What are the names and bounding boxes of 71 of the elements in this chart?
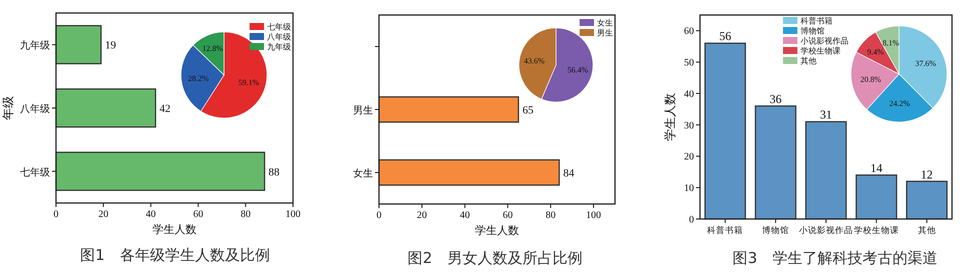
bar <box>55 25 102 64</box>
x-tick-label: 40 <box>146 209 156 220</box>
bar <box>805 121 847 220</box>
x-tick-label: 0 <box>376 210 382 221</box>
data-label: 9.4% <box>867 47 884 56</box>
caption: 图3 学生了解科技考古的渠道 <box>732 249 938 267</box>
x-tick-label: 60 <box>502 210 513 221</box>
data-label: 12.8% <box>202 44 224 54</box>
x-tick-label: 100 <box>286 209 300 220</box>
y-tick-label: 10 <box>684 183 694 194</box>
data-label: 36 <box>770 92 782 106</box>
data-label: 28.2% <box>188 74 210 84</box>
bar <box>754 105 796 220</box>
x-tick-label: 100 <box>586 210 602 221</box>
x-tick-label: 科普书籍 <box>707 225 744 235</box>
data-label: 42 <box>160 103 171 115</box>
data-label: 84 <box>563 168 575 180</box>
data-label: 12 <box>920 167 933 182</box>
bar <box>856 174 898 220</box>
y-tick-label: 九年级 <box>20 40 50 52</box>
data-label: 88 <box>268 166 280 178</box>
y-tick-label: 七年级 <box>20 166 50 178</box>
x-tick-label: 20 <box>98 209 108 220</box>
y-axis-title: 年级 <box>1 96 15 120</box>
data-label: 65 <box>522 104 534 116</box>
x-tick-label: 0 <box>54 209 58 220</box>
bar <box>704 42 746 220</box>
x-tick-label: 40 <box>460 210 470 221</box>
y-axis-title: 学生人数 <box>663 93 677 141</box>
legend-label: 女生 <box>597 18 613 28</box>
legend-label: 科普书籍 <box>800 16 832 26</box>
data-label: 19 <box>105 40 117 52</box>
data-label: 8.1% <box>882 38 900 48</box>
x-tick-label: 博物馆 <box>762 225 790 235</box>
legend-label: 九年级 <box>267 42 291 52</box>
x-tick-label: 其他 <box>918 225 936 235</box>
legend-label: 男生 <box>597 28 613 38</box>
x-axis-title: 学生人数 <box>475 224 519 237</box>
legend-label: 其他 <box>800 56 816 66</box>
bar <box>55 152 266 191</box>
caption: 图2 男女人数及所占比例 <box>408 249 582 267</box>
data-label: 56.4% <box>567 65 588 74</box>
caption: 图1 各年级学生人数及比例 <box>80 246 270 264</box>
x-tick-label: 80 <box>240 209 251 220</box>
x-tick-label: 20 <box>416 210 427 221</box>
data-label: 43.6% <box>524 56 545 66</box>
data-label: 20.8% <box>860 75 882 84</box>
bar <box>906 180 948 220</box>
y-tick-label: 20 <box>684 152 694 163</box>
y-tick-label: 50 <box>684 58 694 69</box>
data-label: 31 <box>820 108 832 122</box>
data-label: 14 <box>870 161 882 176</box>
x-tick-label: 80 <box>546 210 556 221</box>
legend-label: 七年级 <box>267 22 291 32</box>
legend-label: 小说影视作品 <box>800 36 848 46</box>
legend-label: 博物馆 <box>800 26 824 36</box>
data-label: 24.2% <box>889 98 910 108</box>
legend-label: 八年级 <box>267 32 291 42</box>
y-tick-label: 60 <box>684 26 694 38</box>
y-tick-label: 40 <box>684 88 694 100</box>
x-tick-label: 60 <box>193 209 204 220</box>
x-axis-title: 学生人数 <box>152 223 196 236</box>
x-tick-label: 学校生物课 <box>854 225 899 235</box>
data-label: 37.6% <box>915 59 936 68</box>
data-label: 59.1% <box>238 78 260 88</box>
y-tick-label: 八年级 <box>20 103 50 115</box>
y-tick-label: 30 <box>684 120 694 132</box>
data-label: 56 <box>719 29 732 44</box>
legend-label: 学校生物课 <box>800 46 840 56</box>
x-tick-label: 小说影视作品 <box>799 225 853 235</box>
bar <box>55 88 156 128</box>
